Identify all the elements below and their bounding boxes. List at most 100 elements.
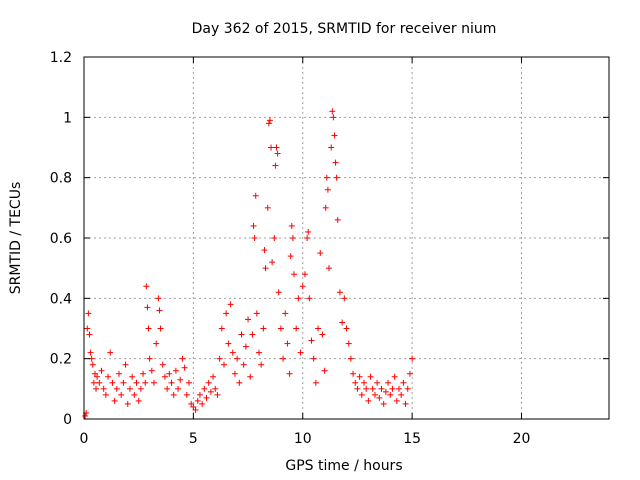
data-point (369, 385, 376, 392)
data-point (409, 355, 416, 362)
grid-layer (84, 57, 609, 419)
y-axis-title: SRMTID / TECUs (8, 182, 24, 295)
data-point (312, 379, 319, 386)
data-point (212, 385, 219, 392)
data-point (287, 253, 294, 260)
x-tick-label: 5 (189, 431, 198, 447)
data-point (306, 295, 313, 302)
data-point (168, 379, 175, 386)
data-point (203, 394, 210, 401)
data-point (137, 385, 144, 392)
data-point (131, 391, 138, 398)
data-point (261, 247, 268, 254)
data-point (272, 162, 279, 169)
data-point (124, 400, 131, 407)
data-point (277, 325, 284, 332)
data-point (367, 373, 374, 380)
data-point (274, 150, 281, 157)
data-point (297, 349, 304, 356)
data-point (188, 400, 195, 407)
data-point (118, 391, 125, 398)
data-point (225, 340, 232, 347)
data-point (378, 385, 385, 392)
data-point (249, 331, 256, 338)
data-point (332, 159, 339, 166)
data-point (175, 385, 182, 392)
data-point (262, 265, 269, 272)
data-point (265, 120, 272, 127)
data-point (148, 367, 155, 374)
data-point (234, 355, 241, 362)
data-point (393, 397, 400, 404)
data-point (382, 388, 389, 395)
x-tick-label: 10 (294, 431, 312, 447)
data-point (293, 325, 300, 332)
data-point (87, 349, 94, 356)
data-point (329, 108, 336, 115)
data-point (84, 325, 91, 332)
data-point (190, 403, 197, 410)
data-point (336, 289, 343, 296)
data-point (109, 379, 116, 386)
data-point (205, 379, 212, 386)
data-point (116, 370, 122, 377)
data-point (179, 355, 186, 362)
data-point (129, 373, 136, 380)
data-point (216, 355, 223, 362)
data-point (266, 117, 273, 124)
data-point (90, 379, 97, 386)
data-point (151, 379, 157, 386)
data-point (350, 370, 357, 377)
data-point (153, 340, 160, 347)
data-point (111, 397, 118, 404)
data-point (250, 222, 257, 229)
data-point (304, 235, 311, 241)
data-point (245, 316, 252, 323)
data-point (374, 379, 381, 386)
y-tick-label: 0.8 (50, 171, 72, 187)
x-tick-label: 0 (80, 431, 89, 447)
data-point (269, 259, 276, 266)
data-point (284, 340, 291, 347)
data-point (256, 349, 262, 356)
data-point (301, 271, 308, 278)
y-tick-label: 0.2 (50, 352, 72, 368)
data-point (240, 361, 247, 368)
data-point (326, 265, 332, 272)
data-point (135, 397, 142, 404)
data-point (145, 325, 152, 332)
data-point (361, 379, 367, 386)
data-point (144, 304, 151, 311)
data-point (396, 385, 402, 392)
data-point (146, 355, 153, 362)
data-point (268, 144, 275, 151)
data-point (385, 379, 392, 386)
data-point (133, 379, 140, 386)
data-point (159, 361, 166, 368)
data-point (275, 289, 282, 296)
chart-title: Day 362 of 2015, SRMTID for receiver niu… (192, 21, 497, 37)
data-point (86, 331, 93, 338)
data-point (113, 385, 120, 392)
data-point (164, 385, 171, 392)
data-point (387, 391, 394, 398)
data-point (236, 379, 243, 386)
data-point (143, 283, 150, 290)
data-point (398, 391, 405, 398)
data-point (105, 373, 112, 380)
data-point (251, 235, 258, 241)
x-tick-label: 15 (403, 431, 421, 447)
data-point (207, 388, 214, 395)
data-point (288, 222, 295, 229)
data-point (91, 370, 98, 377)
data-point (305, 228, 312, 235)
data-point (322, 204, 329, 211)
data-point (286, 370, 293, 377)
data-point (214, 391, 221, 398)
data-point (201, 385, 208, 392)
data-point (341, 295, 348, 302)
data-point (229, 349, 236, 356)
data-point (347, 355, 354, 362)
data-point (371, 391, 378, 398)
